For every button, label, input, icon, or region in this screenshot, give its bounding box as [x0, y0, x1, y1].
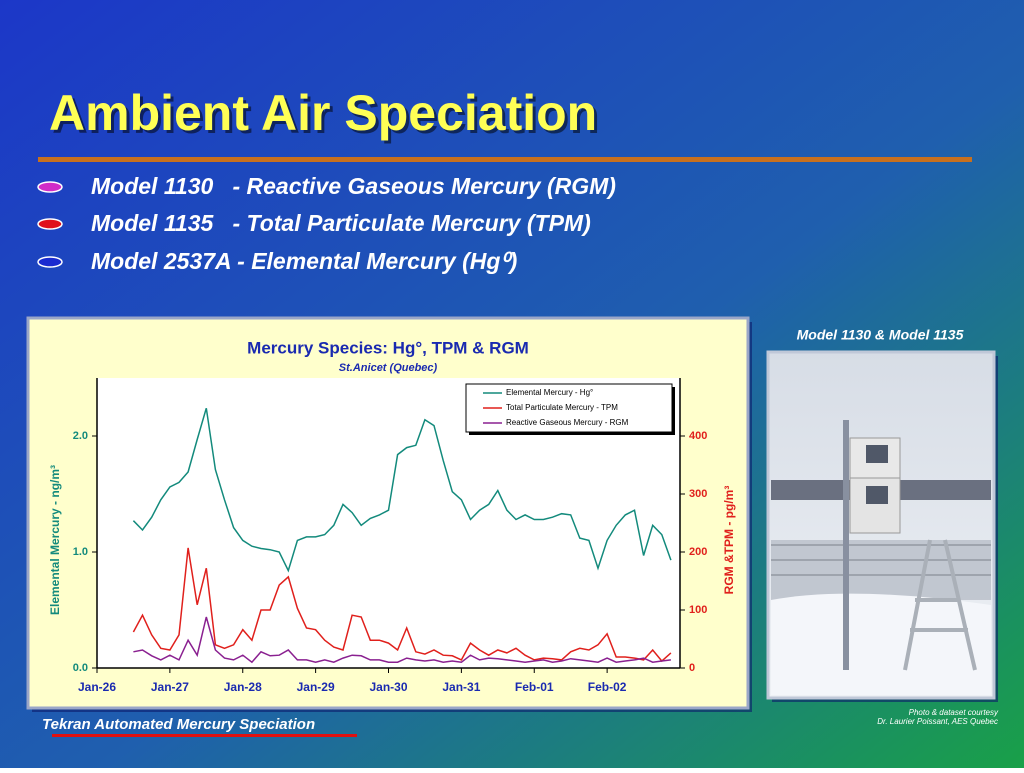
title-shadow: Ambient Air Speciation	[52, 88, 600, 144]
x-tick-label: Jan-30	[369, 680, 407, 694]
bullet: Model 1130 - Reactive Gaseous Mercury (R…	[91, 173, 616, 199]
bullet-icon	[37, 256, 63, 268]
y2-axis-label: RGM &TPM - pg/m³	[722, 486, 736, 595]
series-line	[132, 407, 672, 573]
bullet: Model 1135 - Total Particulate Mercury (…	[91, 210, 591, 236]
legend-label: Total Particulate Mercury - TPM	[506, 403, 618, 412]
y-tick-label: 1.0	[73, 546, 88, 558]
bullet: Model 2537A - Elemental Mercury (Hg⁰)	[91, 248, 517, 274]
chart-title: Mercury Species: Hg°, TPM & RGM	[247, 338, 529, 357]
x-tick-label: Jan-31	[442, 680, 480, 694]
legend-label: Elemental Mercury - Hg°	[506, 388, 593, 397]
slide-title: Ambient Air Speciation	[49, 85, 597, 141]
x-tick-label: Jan-29	[297, 680, 335, 694]
y2-tick-label: 0	[689, 662, 695, 674]
y-tick-label: 2.0	[73, 430, 88, 442]
x-tick-label: Jan-27	[151, 680, 189, 694]
title-rule	[38, 157, 972, 162]
bullet-icon	[37, 181, 63, 193]
bullet-icon	[37, 218, 63, 230]
photo-credit: Photo & dataset courtesy	[909, 708, 999, 717]
y-axis-label: Elemental Mercury - ng/m³	[48, 465, 62, 615]
chart: Mercury Species: Hg°, TPM & RGM St.Anicet…	[48, 338, 736, 694]
footer-rule	[52, 734, 357, 737]
x-tick-label: Feb-01	[515, 680, 554, 694]
photo-credit: Dr. Laurier Poissant, AES Quebec	[877, 717, 998, 726]
x-tick-label: Jan-28	[224, 680, 262, 694]
y2-tick-label: 200	[689, 546, 707, 558]
legend-label: Reactive Gaseous Mercury - RGM	[506, 418, 629, 427]
y2-tick-label: 400	[689, 430, 707, 442]
y-tick-label: 0.0	[73, 662, 88, 674]
y2-tick-label: 300	[689, 488, 707, 500]
x-tick-label: Feb-02	[588, 680, 627, 694]
photo-caption: Model 1130 & Model 1135	[797, 327, 964, 343]
x-tick-label: Jan-26	[78, 680, 116, 694]
footer: Tekran Automated Mercury Speciation	[42, 716, 315, 733]
y2-tick-label: 100	[689, 604, 707, 616]
series-line	[132, 547, 672, 663]
chart-subtitle: St.Anicet (Quebec)	[339, 362, 438, 374]
photo	[766, 350, 996, 700]
series-line	[133, 616, 671, 664]
